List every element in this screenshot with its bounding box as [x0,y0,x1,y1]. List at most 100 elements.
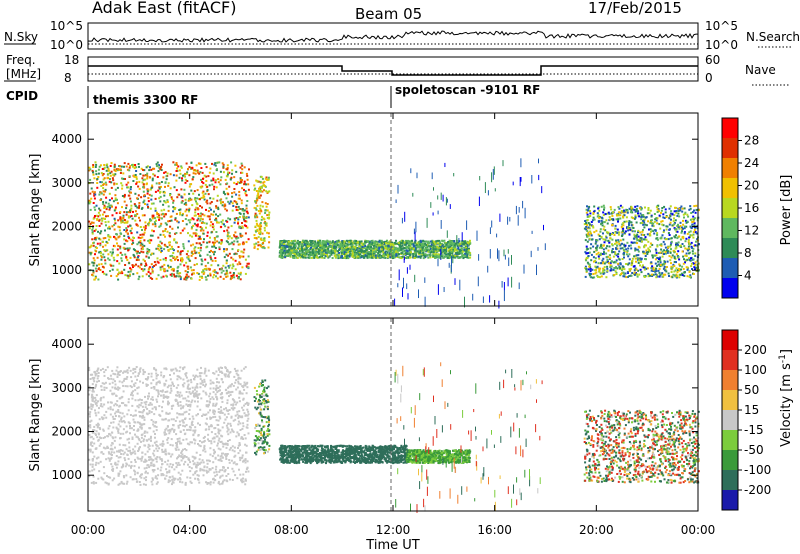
data-cell [655,237,658,240]
data-cell [607,249,610,252]
data-cell [214,218,217,221]
data-cell [247,183,250,186]
data-cell [388,253,391,256]
data-cell [608,245,611,248]
data-cell [447,249,450,252]
data-cell [689,230,692,233]
data-cell [459,256,462,259]
data-cell [159,195,162,198]
data-cell [93,229,96,232]
data-cell [116,242,118,245]
data-cell [164,213,167,216]
data-cell [128,169,131,172]
noise-cell [531,175,533,184]
data-cell [661,207,664,209]
data-cell [652,266,655,269]
data-cell [396,256,399,258]
data-cell [164,257,167,260]
data-cell [597,267,600,270]
data-cell [216,168,218,171]
data-cell [656,275,659,278]
data-cell [609,237,612,240]
data-cell [600,235,603,238]
data-cell [196,219,199,222]
data-cell [109,251,112,254]
data-cell [309,243,312,246]
data-cell [341,242,344,245]
data-cell [327,246,330,248]
data-cell [226,164,229,167]
data-cell [428,250,431,253]
data-cell [93,259,96,262]
data-cell [374,246,377,249]
data-cell [695,244,698,247]
data-cell [647,272,650,275]
data-cell [340,244,343,247]
data-cell [240,250,243,253]
data-cell [191,166,194,169]
data-cell [585,208,588,211]
data-cell [585,270,588,273]
data-cell [668,255,671,258]
data-cell [334,243,337,246]
data-cell [616,247,619,250]
data-cell [200,258,203,261]
freq-trace [88,65,698,76]
data-cell [183,264,186,267]
data-cell [330,253,333,256]
data-cell [654,248,657,251]
data-cell [351,244,354,246]
data-cell [160,165,163,168]
data-cell [623,231,626,234]
data-cell [184,172,187,175]
data-cell [627,226,630,229]
data-cell [363,256,366,259]
data-cell [359,255,361,258]
data-cell [236,181,239,184]
data-cell [176,220,179,223]
data-cell [622,222,625,224]
data-cell [596,244,599,247]
data-cell [256,198,259,201]
data-cell [598,216,601,219]
data-cell [154,207,157,210]
data-cell [125,227,128,230]
data-cell [235,193,238,196]
data-cell [628,269,631,272]
data-cell [139,244,142,247]
data-cell [142,186,145,189]
data-cell [683,258,685,261]
data-cell [110,181,113,184]
data-cell [128,274,131,277]
data-cell [210,249,212,252]
data-cell [317,244,320,247]
data-cell [193,247,196,250]
data-cell [623,268,626,271]
data-cell [114,194,117,197]
data-cell [228,243,231,246]
data-cell [613,208,616,211]
data-cell [209,167,212,170]
data-cell [459,251,462,254]
data-cell [308,245,311,248]
data-cell [458,248,461,251]
data-cell [144,224,147,227]
data-cell [230,225,233,228]
data-cell [671,224,674,227]
data-cell [665,266,668,268]
data-cell [677,210,680,212]
data-cell [590,243,593,246]
data-cell [690,262,693,265]
data-cell [105,183,108,186]
data-cell [244,190,247,193]
data-cell [674,274,677,277]
data-cell [387,244,390,247]
data-cell [110,264,113,267]
data-cell [280,242,283,245]
data-cell [126,229,128,232]
data-cell [127,181,130,184]
data-cell [637,262,640,264]
data-cell [334,254,337,257]
data-cell [343,256,346,259]
data-cell [636,275,639,278]
